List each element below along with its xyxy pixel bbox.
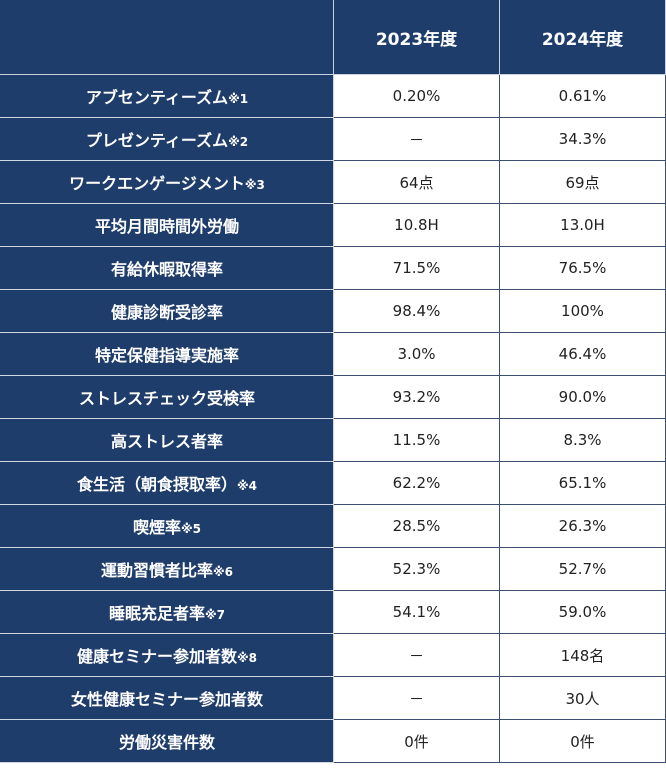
value-fy2024: 69点 [499,160,666,204]
table-row: ストレスチェック受検率 93.2% 90.0% [0,375,666,419]
row-label-text: 睡眠充足者率 [108,604,205,623]
table-row: アブセンティーズム※1 0.20% 0.61% [0,74,666,118]
table-row: 睡眠充足者率※7 54.1% 59.0% [0,590,666,634]
table-row: 運動習慣者比率※6 52.3% 52.7% [0,547,666,591]
header-corner-cell [0,0,334,75]
value-fy2023: 52.3% [333,547,500,591]
table-row: 女性健康セミナー参加者数 － 30人 [0,676,666,720]
row-footnote-mark: ※6 [213,565,234,579]
row-label-text: 高ストレス者率 [110,432,223,451]
row-label: 喫煙率※5 [0,504,334,548]
row-label-text: 食生活（朝食摂取率） [76,475,237,494]
row-label: 有給休暇取得率 [0,246,334,290]
value-fy2023: 3.0% [333,332,500,376]
row-label-text: 労働災害件数 [118,733,215,752]
table-row: 食生活（朝食摂取率）※4 62.2% 65.1% [0,461,666,505]
row-footnote-mark: ※3 [244,178,265,192]
value-fy2024: 59.0% [499,590,666,634]
value-fy2023: － [333,676,500,720]
row-label: 睡眠充足者率※7 [0,590,334,634]
value-fy2024: 76.5% [499,246,666,290]
value-fy2023: 11.5% [333,418,500,462]
row-label: プレゼンティーズム※2 [0,117,334,161]
row-label: ストレスチェック受検率 [0,375,334,419]
row-label-text: 女性健康セミナー参加者数 [70,690,263,709]
value-fy2024: 46.4% [499,332,666,376]
value-fy2024: 0.61% [499,74,666,118]
value-fy2024: 26.3% [499,504,666,548]
header-row: 2023年度 2024年度 [0,0,666,75]
header-fy2023: 2023年度 [333,0,500,75]
table-row: プレゼンティーズム※2 － 34.3% [0,117,666,161]
value-fy2024: 8.3% [499,418,666,462]
row-label-text: ワークエンゲージメント [69,174,245,193]
row-label: 特定保健指導実施率 [0,332,334,376]
table-row: 健康セミナー参加者数※8 － 148名 [0,633,666,677]
row-label: 高ストレス者率 [0,418,334,462]
table-body: アブセンティーズム※1 0.20% 0.61% プレゼンティーズム※2 － 34.3% ワー… [0,74,666,763]
row-label: 運動習慣者比率※6 [0,547,334,591]
value-fy2024: 148名 [499,633,666,677]
table-row: 特定保健指導実施率 3.0% 46.4% [0,332,666,376]
value-fy2024: 65.1% [499,461,666,505]
row-footnote-mark: ※5 [181,522,202,536]
row-label-text: 健康セミナー参加者数 [76,647,237,666]
row-label-text: 健康診断受診率 [110,303,223,322]
value-fy2024: 34.3% [499,117,666,161]
row-label: 労働災害件数 [0,719,334,763]
table-row: 有給休暇取得率 71.5% 76.5% [0,246,666,290]
row-label-text: 喫煙率 [132,518,181,537]
value-fy2023: 10.8H [333,203,500,247]
value-fy2023: 62.2% [333,461,500,505]
value-fy2024: 52.7% [499,547,666,591]
value-fy2023: － [333,117,500,161]
row-label-text: アブセンティーズム [85,88,229,107]
value-fy2024: 100% [499,289,666,333]
row-label: 女性健康セミナー参加者数 [0,676,334,720]
row-label: ワークエンゲージメント※3 [0,160,334,204]
row-label: 健康セミナー参加者数※8 [0,633,334,677]
value-fy2023: 93.2% [333,375,500,419]
value-fy2023: － [333,633,500,677]
table-row: 健康診断受診率 98.4% 100% [0,289,666,333]
row-label: アブセンティーズム※1 [0,74,334,118]
value-fy2024: 90.0% [499,375,666,419]
value-fy2023: 54.1% [333,590,500,634]
value-fy2023: 98.4% [333,289,500,333]
row-label-text: ストレスチェック受検率 [78,389,255,408]
value-fy2023: 64点 [333,160,500,204]
row-label-text: 平均月間時間外労働 [94,217,239,236]
value-fy2023: 28.5% [333,504,500,548]
value-fy2023: 71.5% [333,246,500,290]
row-label: 平均月間時間外労働 [0,203,334,247]
row-label-text: プレゼンティーズム [85,131,229,150]
row-footnote-mark: ※1 [228,92,249,106]
table-row: ワークエンゲージメント※3 64点 69点 [0,160,666,204]
row-label-text: 運動習慣者比率 [100,561,213,580]
row-label: 食生活（朝食摂取率）※4 [0,461,334,505]
table-row: 高ストレス者率 11.5% 8.3% [0,418,666,462]
row-footnote-mark: ※8 [237,651,258,665]
value-fy2024: 13.0H [499,203,666,247]
value-fy2023: 0.20% [333,74,500,118]
header-fy2024: 2024年度 [499,0,666,75]
row-label-text: 特定保健指導実施率 [94,346,239,365]
table-row: 労働災害件数 0件 0件 [0,719,666,763]
row-label-text: 有給休暇取得率 [110,260,223,279]
row-footnote-mark: ※4 [237,479,258,493]
row-label: 健康診断受診率 [0,289,334,333]
row-footnote-mark: ※7 [205,608,226,622]
table-row: 平均月間時間外労働 10.8H 13.0H [0,203,666,247]
row-footnote-mark: ※2 [228,135,249,149]
value-fy2024: 0件 [499,719,666,763]
value-fy2023: 0件 [333,719,500,763]
table-row: 喫煙率※5 28.5% 26.3% [0,504,666,548]
value-fy2024: 30人 [499,676,666,720]
